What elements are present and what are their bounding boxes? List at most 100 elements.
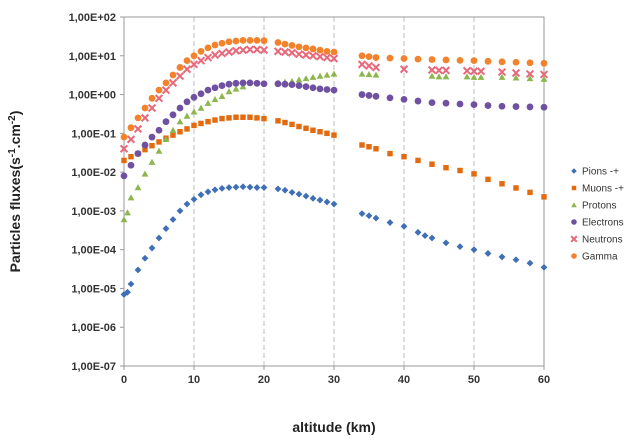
data-point xyxy=(539,70,549,79)
data-point xyxy=(176,104,184,112)
data-point xyxy=(205,118,211,125)
y-axis-title-mid: .cm xyxy=(7,124,23,148)
data-point xyxy=(415,157,421,164)
data-point xyxy=(190,108,198,115)
data-point xyxy=(176,207,184,215)
data-point xyxy=(428,99,436,107)
data-point xyxy=(358,91,366,98)
series-muons xyxy=(121,114,547,200)
data-point xyxy=(442,99,450,107)
data-point xyxy=(183,200,191,208)
data-point xyxy=(162,225,170,232)
data-point xyxy=(373,146,379,152)
data-point xyxy=(322,53,332,62)
series-neutrons xyxy=(119,45,549,153)
data-point xyxy=(357,60,367,69)
data-point xyxy=(134,114,142,122)
data-point xyxy=(253,184,261,191)
data-point xyxy=(281,40,289,48)
x-tick-label: 50 xyxy=(468,374,480,386)
data-point xyxy=(161,86,171,95)
data-point xyxy=(463,73,471,80)
data-point xyxy=(225,80,233,88)
data-point xyxy=(183,57,191,65)
data-point xyxy=(274,185,282,193)
data-point xyxy=(462,66,472,75)
data-point xyxy=(371,63,381,72)
data-point xyxy=(134,150,142,158)
data-point xyxy=(323,86,331,93)
data-point xyxy=(281,186,289,194)
data-point xyxy=(232,79,240,87)
data-point xyxy=(217,49,227,58)
data-point xyxy=(124,209,131,216)
data-point xyxy=(225,88,233,95)
data-point xyxy=(155,147,163,154)
data-point xyxy=(155,86,163,94)
data-point xyxy=(541,194,547,200)
data-point xyxy=(330,86,338,94)
data-point xyxy=(204,99,212,106)
data-point xyxy=(513,185,519,191)
y-axis-title-sup2: -2 xyxy=(7,115,18,124)
data-point xyxy=(231,46,241,55)
legend-label: Muons -+ xyxy=(582,184,624,195)
data-point xyxy=(239,36,247,44)
data-point xyxy=(435,73,443,80)
data-point xyxy=(169,126,177,133)
data-point xyxy=(175,71,185,81)
data-point xyxy=(295,76,303,83)
data-point xyxy=(246,36,254,44)
data-point xyxy=(526,59,534,67)
data-point xyxy=(365,212,373,220)
data-point xyxy=(148,158,156,165)
data-point xyxy=(295,82,303,90)
legend-label: Electrons xyxy=(582,218,624,229)
data-point xyxy=(471,171,477,177)
data-point xyxy=(365,92,373,99)
data-point xyxy=(282,119,288,126)
data-point xyxy=(176,64,184,71)
data-point xyxy=(197,104,205,111)
data-point xyxy=(260,80,268,88)
data-point xyxy=(211,96,219,103)
data-point xyxy=(126,135,136,144)
data-point xyxy=(226,115,232,121)
data-point xyxy=(190,93,198,101)
data-point xyxy=(456,243,464,250)
data-point xyxy=(211,186,219,194)
x-tick-label: 0 xyxy=(121,374,127,386)
data-point xyxy=(280,47,290,57)
data-point xyxy=(470,57,478,65)
data-point xyxy=(177,129,183,135)
data-point xyxy=(120,133,128,141)
data-point xyxy=(316,46,324,54)
data-point xyxy=(252,45,262,54)
data-point xyxy=(457,167,463,174)
data-point xyxy=(427,65,437,75)
data-point xyxy=(372,214,380,222)
data-point xyxy=(296,123,302,130)
data-point xyxy=(359,142,365,148)
data-point xyxy=(358,210,366,218)
legend-label: Pions -+ xyxy=(582,167,619,178)
data-point xyxy=(372,92,380,100)
data-point xyxy=(511,68,521,78)
data-point xyxy=(156,139,162,145)
data-point xyxy=(469,67,479,76)
legend-marker xyxy=(571,202,577,208)
data-point xyxy=(470,246,478,254)
data-point xyxy=(198,120,204,127)
data-point xyxy=(281,80,289,88)
data-point xyxy=(184,126,190,132)
y-axis-title-sup1: -1 xyxy=(7,148,18,157)
data-point xyxy=(168,78,178,87)
data-point xyxy=(308,51,318,60)
y-tick-label: 1,00E-01 xyxy=(71,128,116,140)
data-point xyxy=(525,69,535,79)
data-point xyxy=(133,124,143,134)
data-point xyxy=(141,104,149,112)
data-point xyxy=(119,144,129,153)
data-point xyxy=(142,146,148,153)
data-point xyxy=(526,259,534,267)
